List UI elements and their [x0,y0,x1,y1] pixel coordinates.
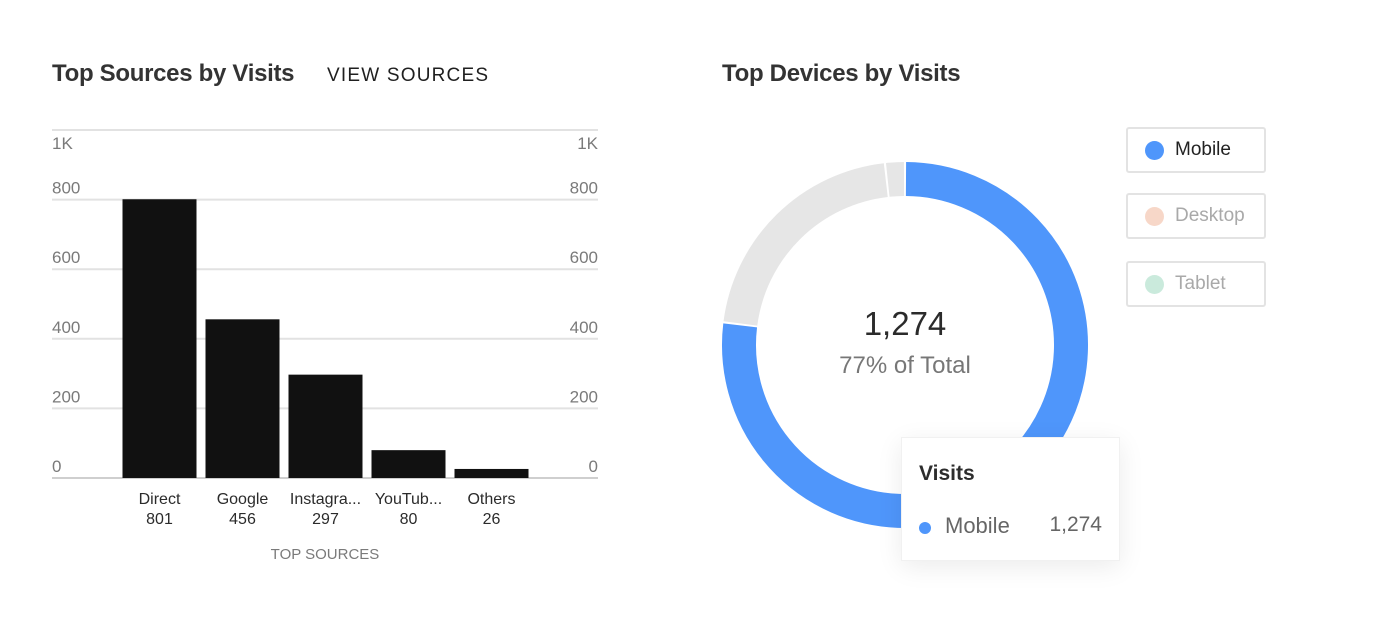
bar-0[interactable] [122,199,197,478]
bar-4[interactable] [454,468,529,478]
tooltip-label: Mobile [945,513,1010,538]
x-category-label: YouTub... [375,491,442,508]
donut-center-value: 1,274 [864,305,947,342]
devices-title: Top Devices by Visits [722,60,961,87]
y-tick-label-right: 800 [570,179,598,198]
legend-dot-icon [1145,206,1164,226]
x-value-label: 26 [483,511,501,528]
y-tick-label-right: 0 [589,457,598,476]
view-sources-link[interactable]: VIEW SOURCES [327,65,490,86]
y-tick-label-right: 400 [570,318,598,337]
y-tick-label-left: 800 [52,179,80,198]
y-tick-label-left: 400 [52,318,80,337]
tooltip-title: Visits [919,462,975,485]
x-category-label: Direct [139,491,181,508]
y-tick-label-left: 200 [52,387,80,406]
legend-item-mobile[interactable]: Mobile [1126,127,1266,173]
chart-tooltip: Visits Mobile 1,274 [901,437,1120,561]
x-category-label: Instagra... [290,491,361,508]
x-value-label: 456 [229,511,256,528]
x-value-label: 80 [400,511,418,528]
legend-item-tablet[interactable]: Tablet [1126,261,1266,307]
bar-3[interactable] [371,450,446,478]
legend-item-desktop[interactable]: Desktop [1126,193,1266,239]
y-tick-label-right: 200 [570,387,598,406]
legend-dot-icon [1145,274,1164,294]
tooltip-dot-icon [919,522,931,534]
donut-slice-tablet[interactable] [885,162,905,197]
y-tick-label-right: 600 [570,248,598,267]
y-tick-label-left: 1K [52,134,73,153]
sources-title: Top Sources by Visits [52,60,295,87]
x-category-label: Others [467,491,515,508]
legend-label-tablet: Tablet [1175,273,1226,294]
x-category-label: Google [217,491,269,508]
sources-bar-chart: 0 0 200 200 400 400 600 600 800 800 1K 1K Direct 801… [52,129,599,563]
legend-label-mobile: Mobile [1175,139,1231,160]
y-tick-label-right: 1K [577,134,598,153]
legend-label-desktop: Desktop [1175,205,1245,226]
y-tick-label-left: 0 [52,457,61,476]
donut-slice-desktop[interactable] [723,163,889,326]
x-axis-title: TOP SOURCES [271,546,380,563]
donut-center-caption: 77% of Total [839,352,971,379]
bar-1[interactable] [205,319,280,478]
x-value-label: 801 [146,511,173,528]
y-tick-label-left: 600 [52,248,80,267]
bar-2[interactable] [288,374,363,478]
x-value-label: 297 [312,511,339,528]
tooltip-value: 1,274 [1049,513,1102,536]
legend-dot-icon [1145,140,1164,160]
